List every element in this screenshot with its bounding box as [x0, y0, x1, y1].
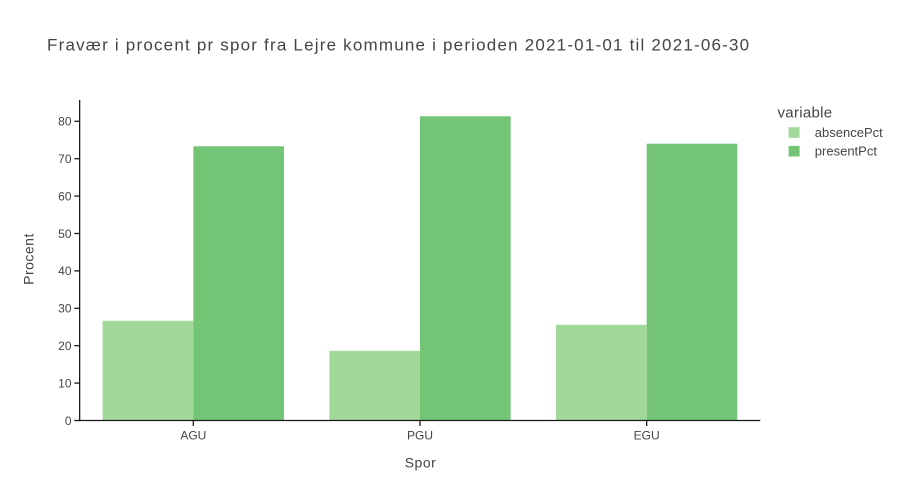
svg-text:50: 50 — [58, 227, 72, 241]
svg-text:0: 0 — [65, 414, 72, 428]
svg-text:EGU: EGU — [634, 429, 660, 443]
svg-text:40: 40 — [58, 264, 72, 278]
svg-text:20: 20 — [58, 339, 72, 353]
svg-text:Procent: Procent — [21, 233, 37, 285]
svg-text:PGU: PGU — [407, 429, 433, 443]
svg-text:absencePct: absencePct — [815, 125, 883, 140]
svg-text:10: 10 — [58, 376, 72, 390]
svg-text:AGU: AGU — [180, 429, 206, 443]
svg-text:70: 70 — [58, 152, 72, 166]
svg-text:Spor: Spor — [405, 455, 437, 471]
svg-text:30: 30 — [58, 302, 72, 316]
svg-text:80: 80 — [58, 115, 72, 129]
svg-text:60: 60 — [58, 189, 72, 203]
svg-text:Fravær i procent pr spor fra L: Fravær i procent pr spor fra Lejre kommu… — [47, 35, 750, 54]
svg-text:presentPct: presentPct — [815, 143, 878, 158]
svg-text:variable: variable — [778, 105, 833, 122]
